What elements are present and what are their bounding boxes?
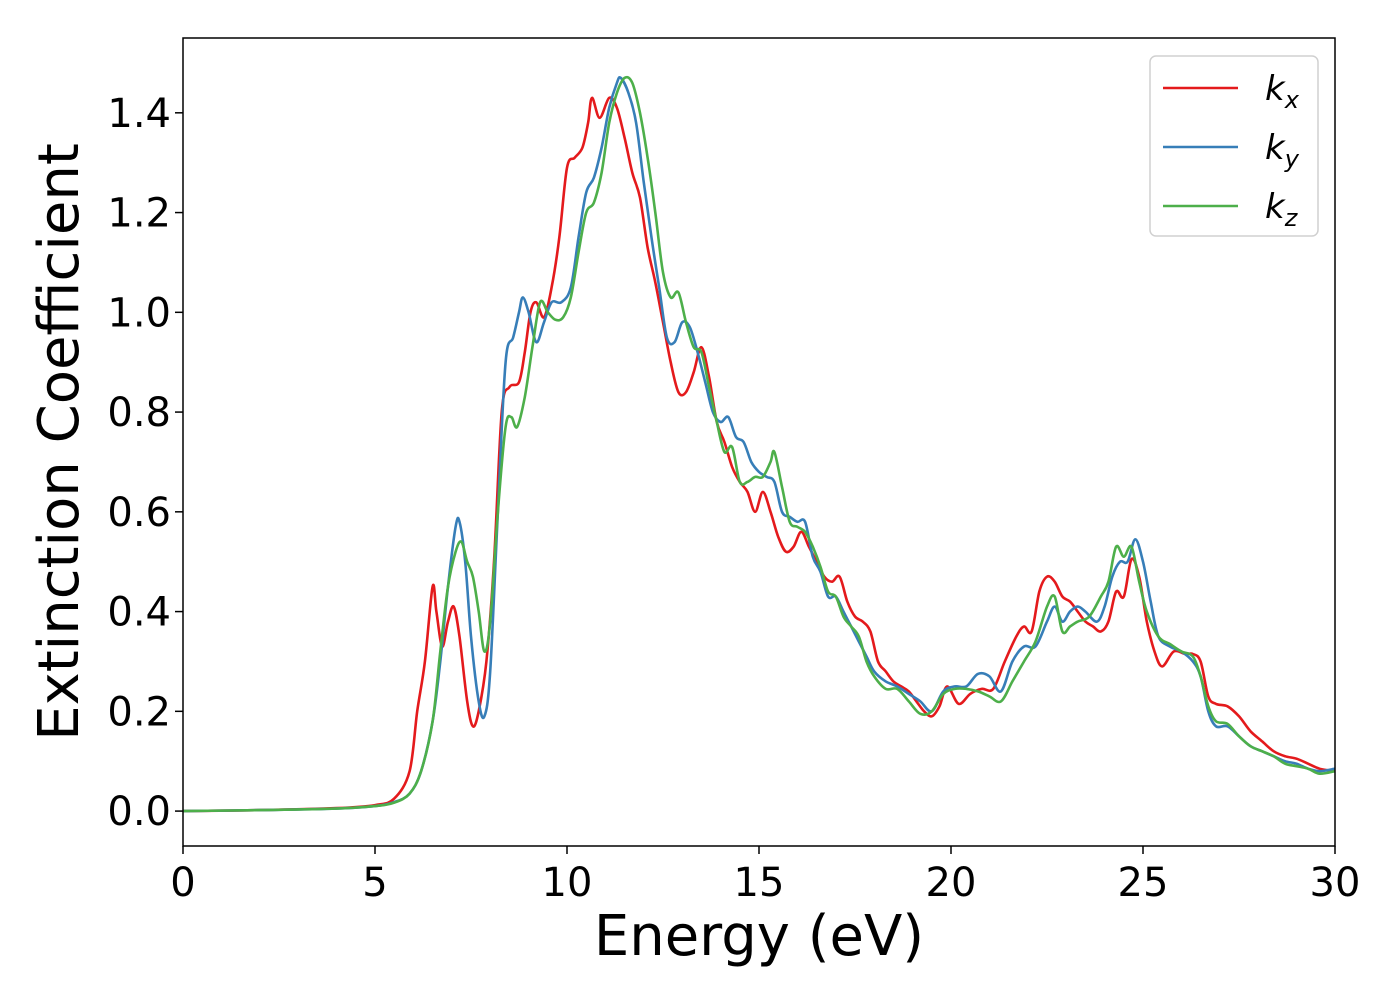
y-tick-label: 1.2: [107, 191, 171, 237]
x-tick-label: 10: [542, 860, 593, 906]
x-tick-label: 20: [926, 860, 977, 906]
series-layer: [182, 75, 1336, 813]
legend: kx ky kz: [1149, 55, 1319, 237]
x-tick-label: 15: [734, 860, 785, 906]
x-tick-label: 30: [1310, 860, 1361, 906]
x-tick-label: 25: [1118, 860, 1169, 906]
y-tick-label: 0.8: [107, 390, 171, 436]
x-axis-label: Energy (eV): [594, 904, 924, 969]
y-tick-label: 0.6: [107, 490, 171, 536]
y-axis-label: Extinction Coefficient: [27, 143, 92, 741]
y-tick-label: 0.2: [107, 689, 171, 735]
y-axis-ticks: 0.0 0.2 0.4 0.6 0.8 1.0 1.2 1.4: [107, 91, 183, 835]
y-tick-label: 0.0: [107, 789, 171, 835]
y-tick-label: 1.0: [107, 290, 171, 336]
legend-label-x: kx: [1265, 69, 1300, 114]
x-tick-label: 0: [170, 860, 195, 906]
plot-background: [183, 38, 1335, 846]
legend-label-y: ky: [1265, 128, 1300, 173]
series-line-z: [182, 75, 1336, 813]
y-tick-label: 1.4: [107, 91, 171, 137]
x-tick-label: 5: [362, 860, 387, 906]
x-axis-ticks: 0 5 10 15 20 25 30: [170, 846, 1360, 906]
y-tick-label: 0.4: [107, 590, 171, 636]
series-line-y: [182, 75, 1336, 813]
legend-label-z: kz: [1265, 187, 1299, 232]
